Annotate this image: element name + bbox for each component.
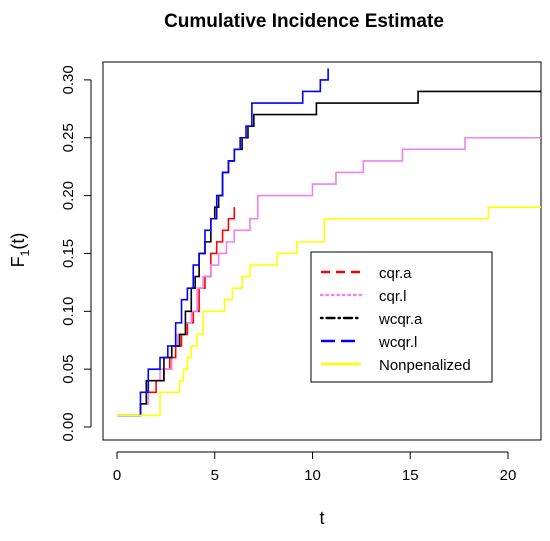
legend-box bbox=[310, 251, 493, 383]
y-tick-label: 0.25 bbox=[60, 123, 77, 152]
chart-title: Cumulative Incidence Estimate bbox=[164, 11, 444, 32]
y-tick-label: 0.05 bbox=[60, 355, 77, 384]
legend-label: Nonpenalized bbox=[379, 357, 471, 374]
y-axis-label-base: F bbox=[8, 256, 28, 267]
y-axis-label: F1(t) bbox=[8, 233, 32, 268]
x-tick-label: 10 bbox=[304, 467, 321, 484]
y-axis-label-rest: (t) bbox=[8, 233, 28, 250]
y-tick-label: 0.10 bbox=[60, 297, 77, 326]
legend-label: cqr.a bbox=[379, 265, 412, 282]
y-tick-label: 0.00 bbox=[60, 412, 77, 441]
y-axis: 0.00 0.05 0.10 0.15 0.20 0.25 0.30 bbox=[60, 65, 92, 442]
legend-label: wcqr.l bbox=[378, 334, 417, 351]
x-tick-label: 20 bbox=[500, 467, 517, 484]
x-axis-label: t bbox=[319, 508, 324, 528]
y-tick-label: 0.15 bbox=[60, 239, 77, 268]
x-axis: 0 5 10 15 20 bbox=[113, 451, 517, 484]
series-line-cqr-l bbox=[117, 136, 541, 417]
legend-label: cqr.l bbox=[379, 288, 407, 305]
y-tick-label: 0.30 bbox=[60, 65, 77, 94]
x-tick-label: 0 bbox=[113, 467, 121, 484]
legend: cqr.a cqr.l wcqr.a wcqr.l Nonpenalized bbox=[310, 251, 493, 383]
x-tick-label: 15 bbox=[402, 467, 419, 484]
series-line-nonpenalized bbox=[117, 206, 541, 417]
legend-label: wcqr.a bbox=[378, 311, 423, 328]
y-tick-label: 0.20 bbox=[60, 181, 77, 210]
y-axis-label-subscript: 1 bbox=[18, 249, 32, 256]
plot-frame bbox=[102, 61, 542, 441]
series-line-wcqr-l bbox=[117, 68, 329, 417]
x-tick-label: 5 bbox=[211, 467, 219, 484]
plot-area bbox=[102, 61, 542, 441]
series-lines bbox=[117, 68, 541, 417]
